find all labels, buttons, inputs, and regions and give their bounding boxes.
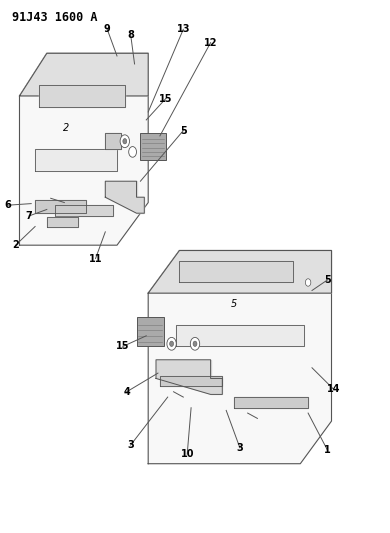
Text: 15: 15	[159, 94, 172, 103]
Bar	[136, 317, 164, 346]
Text: 8: 8	[127, 30, 134, 39]
Text: 2: 2	[63, 123, 69, 133]
Text: 91J43 1600 A: 91J43 1600 A	[12, 11, 97, 23]
Text: 11: 11	[89, 254, 102, 263]
Text: 1: 1	[324, 446, 331, 455]
Circle shape	[170, 341, 174, 346]
Polygon shape	[148, 251, 332, 293]
Text: 4: 4	[123, 387, 130, 397]
Polygon shape	[176, 325, 304, 346]
Text: 5: 5	[231, 299, 237, 309]
Polygon shape	[156, 360, 222, 394]
Polygon shape	[105, 133, 121, 149]
Text: 2: 2	[12, 240, 19, 250]
Circle shape	[305, 279, 311, 286]
Circle shape	[193, 341, 197, 346]
Polygon shape	[55, 205, 113, 216]
Polygon shape	[47, 217, 78, 227]
Circle shape	[190, 337, 200, 350]
Text: 3: 3	[236, 443, 243, 453]
Polygon shape	[234, 397, 308, 408]
Circle shape	[123, 139, 127, 144]
Text: 15: 15	[116, 342, 129, 351]
Circle shape	[167, 337, 176, 350]
Polygon shape	[179, 261, 292, 282]
Text: 9: 9	[104, 25, 111, 34]
Circle shape	[129, 147, 136, 157]
Text: 13: 13	[177, 25, 190, 34]
Polygon shape	[35, 149, 117, 171]
Polygon shape	[20, 53, 148, 96]
Text: 14: 14	[327, 384, 340, 394]
Text: 10: 10	[181, 449, 194, 459]
Polygon shape	[35, 200, 86, 213]
Text: 5: 5	[180, 126, 187, 135]
Text: 12: 12	[204, 38, 217, 47]
Text: 3: 3	[127, 440, 134, 450]
Polygon shape	[160, 376, 222, 386]
Polygon shape	[20, 53, 148, 245]
Polygon shape	[39, 85, 125, 107]
Circle shape	[120, 135, 129, 148]
Text: 6: 6	[4, 200, 11, 210]
Polygon shape	[105, 181, 144, 213]
Text: 7: 7	[26, 211, 33, 221]
Text: 5: 5	[324, 275, 331, 285]
Polygon shape	[148, 251, 332, 464]
Bar	[140, 133, 166, 160]
